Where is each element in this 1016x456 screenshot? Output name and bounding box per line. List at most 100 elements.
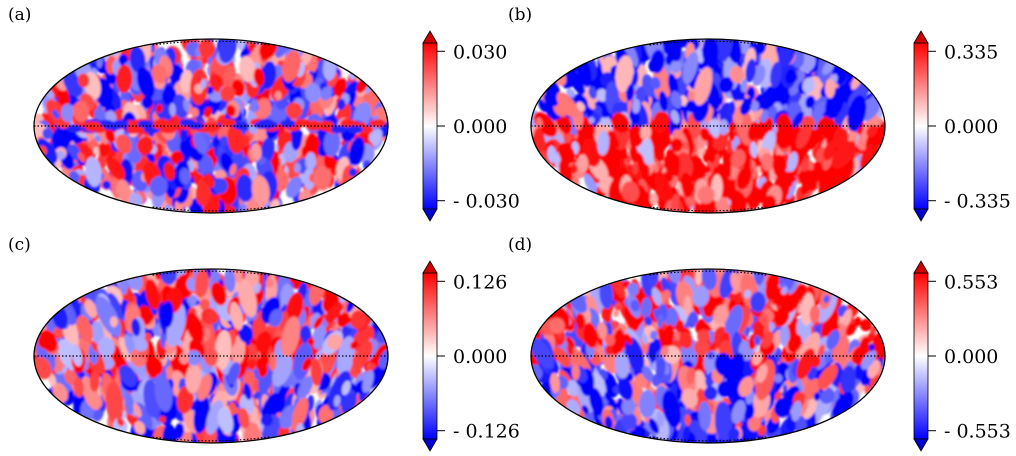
field-patch — [823, 295, 830, 304]
field-patch — [276, 382, 290, 407]
field-patch — [601, 110, 609, 118]
field-patch — [134, 420, 146, 435]
map-outline — [33, 38, 389, 214]
field-patch — [350, 340, 359, 350]
field-patch — [700, 127, 711, 142]
field-patch — [652, 164, 660, 173]
field-patch — [625, 336, 645, 373]
field-patch — [260, 61, 277, 90]
field-patch — [105, 128, 116, 144]
field-patch — [136, 136, 154, 156]
field-patch — [611, 112, 630, 134]
field-patch — [787, 151, 798, 172]
field-patch — [229, 163, 237, 176]
field-patch — [102, 180, 111, 190]
field-patch — [536, 117, 543, 128]
field-patch — [301, 357, 312, 372]
colorbar-max-extend — [913, 30, 929, 44]
field-patch — [670, 59, 682, 74]
field-patch — [662, 39, 682, 62]
field-patch — [145, 278, 160, 310]
field-patch — [131, 318, 141, 337]
field-patch — [682, 51, 699, 85]
mollweide-map — [34, 39, 388, 213]
field-patch — [589, 387, 604, 416]
field-patch — [618, 377, 633, 401]
field-patch — [533, 128, 546, 152]
field-patch — [54, 372, 72, 393]
field-patch — [323, 129, 341, 157]
field-patch — [331, 125, 348, 134]
colorbar-min-extend — [422, 438, 438, 452]
colorbar-tick-label: 0.126 — [453, 271, 507, 293]
field-patch — [73, 100, 90, 123]
field-patch — [255, 331, 272, 354]
field-patch — [609, 133, 620, 148]
field-patch — [125, 393, 134, 415]
field-patch — [318, 404, 334, 425]
field-patch — [558, 142, 575, 165]
field-patch — [186, 350, 202, 366]
field-patch — [708, 119, 720, 138]
field-patch — [701, 39, 719, 67]
field-patch — [205, 400, 224, 435]
field-patch — [549, 317, 565, 334]
field-patch — [61, 103, 76, 122]
field-patch — [312, 324, 327, 350]
field-patch — [227, 362, 241, 385]
field-patch — [795, 123, 812, 149]
field-patch — [684, 414, 692, 427]
field-patch — [209, 270, 221, 284]
field-patch — [840, 365, 856, 394]
field-patch — [638, 389, 656, 418]
field-patch — [576, 101, 586, 112]
field-patch — [752, 191, 762, 209]
field-patch — [154, 118, 170, 127]
field-patch — [317, 120, 334, 129]
field-patch — [220, 152, 234, 173]
field-patch — [731, 400, 746, 424]
field-patch — [574, 337, 584, 348]
field-patch — [108, 158, 126, 181]
field-patch — [105, 381, 124, 425]
field-patch — [553, 346, 571, 368]
field-patch — [81, 376, 100, 410]
field-patch — [801, 173, 815, 195]
field-patch — [641, 333, 649, 345]
field-patch — [126, 125, 143, 134]
field-patch — [333, 395, 341, 407]
field-patch — [730, 271, 740, 290]
field-patch — [374, 374, 381, 383]
field-patch — [692, 285, 710, 307]
field-patch — [102, 122, 119, 130]
field-patch — [842, 308, 852, 327]
field-patch — [73, 377, 84, 398]
field-patch — [214, 329, 232, 370]
field-patch — [772, 154, 787, 179]
field-patch — [350, 309, 367, 330]
field-patch — [97, 337, 115, 358]
field-patch — [817, 344, 825, 357]
field-patch — [77, 73, 90, 88]
field-patch — [670, 109, 680, 124]
field-patch — [601, 307, 612, 323]
field-patch — [566, 379, 581, 397]
field-patch — [51, 109, 60, 120]
field-patch — [313, 316, 324, 329]
field-patch — [719, 76, 734, 93]
field-patch — [750, 100, 760, 113]
field-patch — [261, 392, 280, 420]
field-patch — [752, 320, 765, 341]
field-patch — [809, 305, 821, 324]
field-patch — [648, 418, 659, 434]
field-patch — [745, 58, 756, 83]
colorbar-tick-label: 0.000 — [453, 116, 507, 138]
field-patch — [218, 39, 237, 64]
colorbar-max-extend — [422, 260, 438, 274]
field-patch — [39, 329, 58, 353]
field-patch — [717, 380, 732, 398]
field-patch — [52, 382, 68, 403]
field-patch — [116, 64, 133, 93]
colorbar-max-extend — [422, 30, 438, 44]
